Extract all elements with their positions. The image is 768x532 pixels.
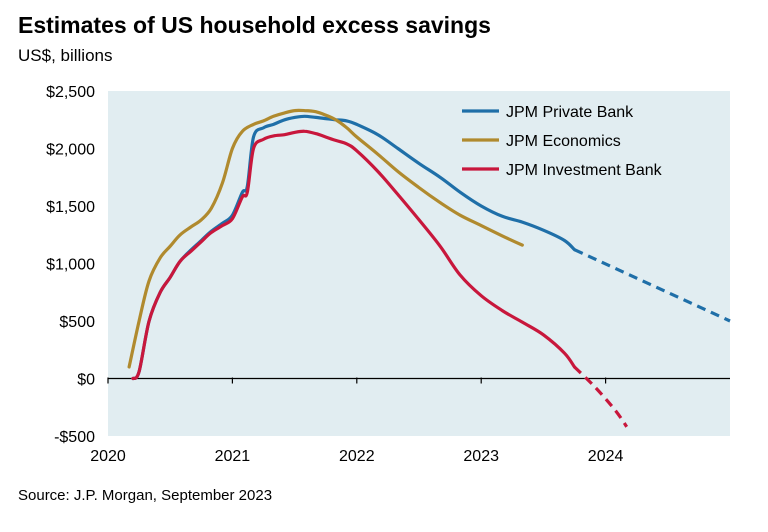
series-lines (127, 108, 731, 428)
series-line-jpm-investment-bank (131, 129, 577, 381)
legend: JPM Private Bank JPM Economics JPM Investm… (462, 104, 663, 179)
legend-label: JPM Investment Bank (506, 162, 663, 179)
y-tick-label: $0 (77, 372, 95, 389)
plot-area (108, 91, 730, 436)
projection-line-jpm-private-bank (573, 248, 731, 323)
y-tick-label: $2,000 (46, 142, 95, 159)
projection-line-jpm-investment-bank (573, 365, 629, 428)
y-tick-label: -$500 (54, 429, 95, 446)
y-tick-label: $2,500 (46, 84, 95, 101)
x-tick-label: 2021 (215, 448, 251, 465)
x-tick-label: 2022 (339, 448, 375, 465)
y-tick-label: $1,000 (46, 257, 95, 274)
x-axis-ticks: 2020 2021 2022 2023 2024 (90, 377, 624, 465)
chart-subtitle: US$, billions (18, 46, 113, 65)
legend-label: JPM Economics (506, 133, 621, 150)
x-tick-label: 2023 (463, 448, 499, 465)
chart-title: Estimates of US household excess savings (18, 12, 491, 38)
series-line-jpm-economics (127, 108, 524, 369)
x-tick-label: 2024 (588, 448, 624, 465)
y-tick-label: $1,500 (46, 199, 95, 216)
x-tick-label: 2020 (90, 448, 126, 465)
y-axis-ticks: -$500 $0 $500 $1,000 $1,500 $2,000 $2,500 (46, 84, 95, 446)
source-note: Source: J.P. Morgan, September 2023 (18, 487, 273, 504)
legend-label: JPM Private Bank (506, 104, 634, 121)
y-tick-label: $500 (59, 314, 95, 331)
